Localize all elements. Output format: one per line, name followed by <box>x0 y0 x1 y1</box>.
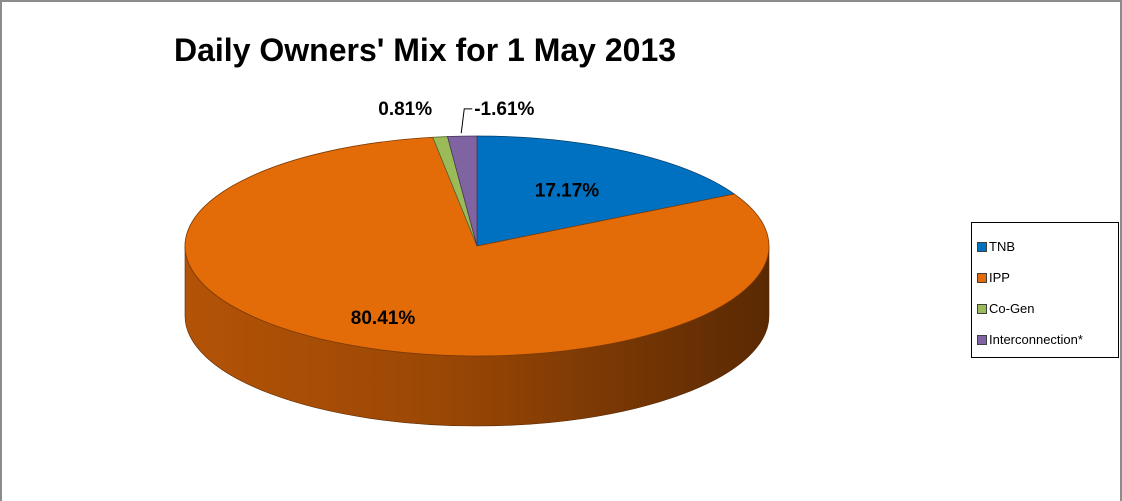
legend-item-interconnection: Interconnection* <box>972 324 1118 355</box>
pie-slice-tnb <box>476 135 736 247</box>
legend-swatch-tnb <box>977 241 987 252</box>
legend-label-ipp: IPP <box>989 270 1010 285</box>
legend: TNB IPP Co-Gen Interconnection* <box>971 222 1119 358</box>
legend-swatch-co-gen <box>977 303 987 314</box>
data-label-tnb: 17.17% <box>535 180 600 201</box>
data-label-interconnection: -1.61% <box>474 99 534 120</box>
legend-item-ipp: IPP <box>972 262 1118 293</box>
leader-line-interconnection <box>460 108 473 134</box>
pie-slice-ipp <box>184 136 770 357</box>
legend-swatch-interconnection <box>977 334 987 345</box>
chart-title: Daily Owners' Mix for 1 May 2013 <box>174 32 677 68</box>
legend-label-interconnection: Interconnection* <box>989 332 1083 347</box>
legend-label-tnb: TNB <box>989 239 1015 254</box>
data-label-co-gen: 0.81% <box>378 99 432 120</box>
pie-slice-interconnection <box>446 135 478 247</box>
legend-item-co-gen: Co-Gen <box>972 293 1118 324</box>
legend-label-co-gen: Co-Gen <box>989 301 1035 316</box>
legend-swatch-ipp <box>977 272 987 283</box>
legend-item-tnb: TNB <box>972 231 1118 262</box>
data-label-ipp: 80.41% <box>351 308 416 329</box>
